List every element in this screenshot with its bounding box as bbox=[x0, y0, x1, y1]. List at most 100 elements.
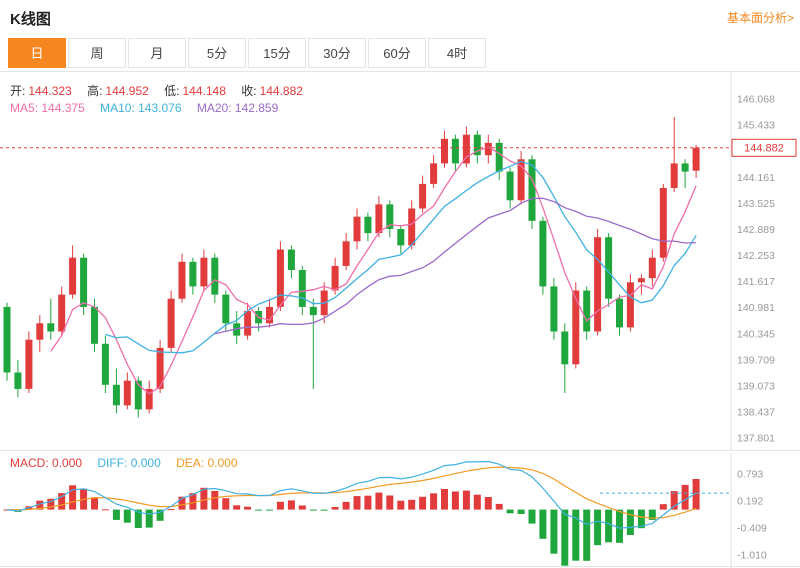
macd-hist-bar bbox=[233, 505, 241, 510]
macd-pane[interactable]: 0.793 0.192 -0.409 -1.010 bbox=[0, 453, 800, 568]
tab-5min[interactable]: 5分 bbox=[188, 38, 246, 68]
candle-body bbox=[58, 294, 66, 332]
candle-body bbox=[386, 204, 394, 229]
macd-hist-bar bbox=[47, 498, 55, 510]
candle-body bbox=[47, 323, 55, 332]
candle-body bbox=[80, 257, 88, 307]
candle-body bbox=[419, 183, 427, 209]
tab-week[interactable]: 周 bbox=[68, 38, 126, 68]
header: K线图 基本面分析> bbox=[0, 0, 800, 36]
candle-body bbox=[517, 159, 525, 201]
candle-body bbox=[342, 241, 350, 266]
macd-axis-label: 0.793 bbox=[737, 469, 763, 481]
close-value: 144.882 bbox=[259, 84, 303, 98]
candle-body bbox=[145, 388, 153, 410]
diff-line bbox=[6, 460, 697, 529]
macd-hist-bar bbox=[244, 506, 252, 510]
candle-body bbox=[561, 331, 569, 365]
tab-30min[interactable]: 30分 bbox=[308, 38, 366, 68]
candle-body bbox=[123, 380, 131, 406]
macd-hist-bar bbox=[156, 509, 164, 521]
current-price-tag bbox=[731, 138, 797, 157]
macd-hist-bar bbox=[123, 509, 131, 523]
macd-hist-bar bbox=[69, 485, 77, 510]
macd-hist-bar bbox=[473, 494, 481, 510]
price-axis-label: 137.801 bbox=[737, 433, 775, 445]
macd-hist-bar bbox=[255, 509, 263, 511]
close-label: 收: bbox=[241, 84, 257, 98]
price-axis-label: 144.161 bbox=[737, 172, 775, 184]
ma10-label: MA10: bbox=[100, 101, 135, 115]
low-label: 低: bbox=[164, 84, 180, 98]
ma20-line bbox=[214, 197, 697, 335]
dea-label: DEA: bbox=[176, 456, 205, 470]
candle-body bbox=[287, 249, 295, 270]
macd-hist-bar bbox=[659, 504, 667, 510]
macd-hist-bar bbox=[692, 479, 700, 510]
candle-body bbox=[309, 306, 317, 316]
macd-hist-bar bbox=[397, 500, 405, 510]
ma10-value: 143.076 bbox=[138, 101, 182, 115]
tab-4hour[interactable]: 4时 bbox=[428, 38, 486, 68]
macd-hist-bar bbox=[637, 509, 645, 529]
candle-body bbox=[408, 208, 416, 246]
candle-body bbox=[616, 298, 623, 328]
candle-body bbox=[156, 347, 164, 389]
candle-body bbox=[583, 290, 591, 332]
candle-body bbox=[648, 257, 656, 279]
candle-body bbox=[178, 261, 186, 299]
tab-15min[interactable]: 15分 bbox=[248, 38, 306, 68]
candle-body bbox=[167, 298, 175, 348]
macd-hist-bar bbox=[517, 509, 525, 514]
candle-body bbox=[539, 220, 547, 287]
macd-hist-bar bbox=[178, 496, 186, 510]
macd-hist-bar bbox=[91, 497, 98, 510]
macd-hist-bar bbox=[276, 501, 284, 510]
candle-body bbox=[594, 237, 602, 332]
candle-body bbox=[353, 216, 361, 242]
ma10-line bbox=[105, 160, 697, 354]
tab-day[interactable]: 日 bbox=[8, 38, 66, 68]
macd-hist-bar bbox=[145, 509, 153, 528]
timeframe-tabs: 日 周 月 5分 15分 30分 60分 4时 bbox=[8, 38, 488, 70]
candle-body bbox=[222, 294, 230, 324]
macd-label: MACD: bbox=[10, 456, 49, 470]
candle-body bbox=[637, 278, 645, 283]
macd-hist-bar bbox=[167, 509, 175, 511]
candle-body bbox=[134, 380, 142, 410]
ma5-value: 144.375 bbox=[41, 101, 85, 115]
tab-month[interactable]: 月 bbox=[128, 38, 186, 68]
candle-body bbox=[244, 311, 252, 336]
candle-body bbox=[298, 270, 306, 307]
macd-legend: MACD: 0.000 DIFF: 0.000 DEA: 0.000 bbox=[10, 456, 250, 470]
macd-hist-bar bbox=[342, 501, 350, 510]
price-axis-label: 140.981 bbox=[737, 302, 775, 314]
high-value: 144.952 bbox=[105, 84, 149, 98]
dea-value: 0.000 bbox=[207, 456, 238, 470]
macd-hist-bar bbox=[112, 509, 120, 520]
macd-hist-bar bbox=[309, 509, 317, 511]
candle-body bbox=[69, 257, 77, 295]
tab-60min[interactable]: 60分 bbox=[368, 38, 426, 68]
macd-hist-bar bbox=[134, 509, 142, 528]
candle-body bbox=[375, 204, 383, 234]
macd-hist-bar bbox=[222, 498, 230, 510]
candlestick-pane[interactable]: 146.068145.433144.797144.161143.525142.8… bbox=[0, 72, 800, 450]
candle-body bbox=[681, 163, 689, 172]
fundamental-analysis-link[interactable]: 基本面分析> bbox=[726, 11, 794, 25]
macd-hist-bar bbox=[266, 509, 273, 511]
price-axis-label: 140.345 bbox=[737, 328, 775, 340]
macd-hist-bar bbox=[462, 490, 470, 510]
macd-hist-bar bbox=[353, 496, 361, 510]
macd-hist-bar bbox=[605, 509, 613, 543]
macd-hist-bar bbox=[539, 509, 547, 539]
macd-hist-bar bbox=[386, 495, 394, 510]
page-title: K线图 bbox=[10, 11, 51, 28]
macd-hist-bar bbox=[451, 491, 459, 510]
macd-hist-bar bbox=[495, 503, 503, 510]
macd-hist-bar bbox=[681, 484, 689, 510]
diff-label: DIFF: bbox=[97, 456, 128, 470]
candle-body bbox=[266, 306, 273, 324]
candle-body bbox=[473, 134, 481, 156]
ma5-label: MA5: bbox=[10, 101, 39, 115]
